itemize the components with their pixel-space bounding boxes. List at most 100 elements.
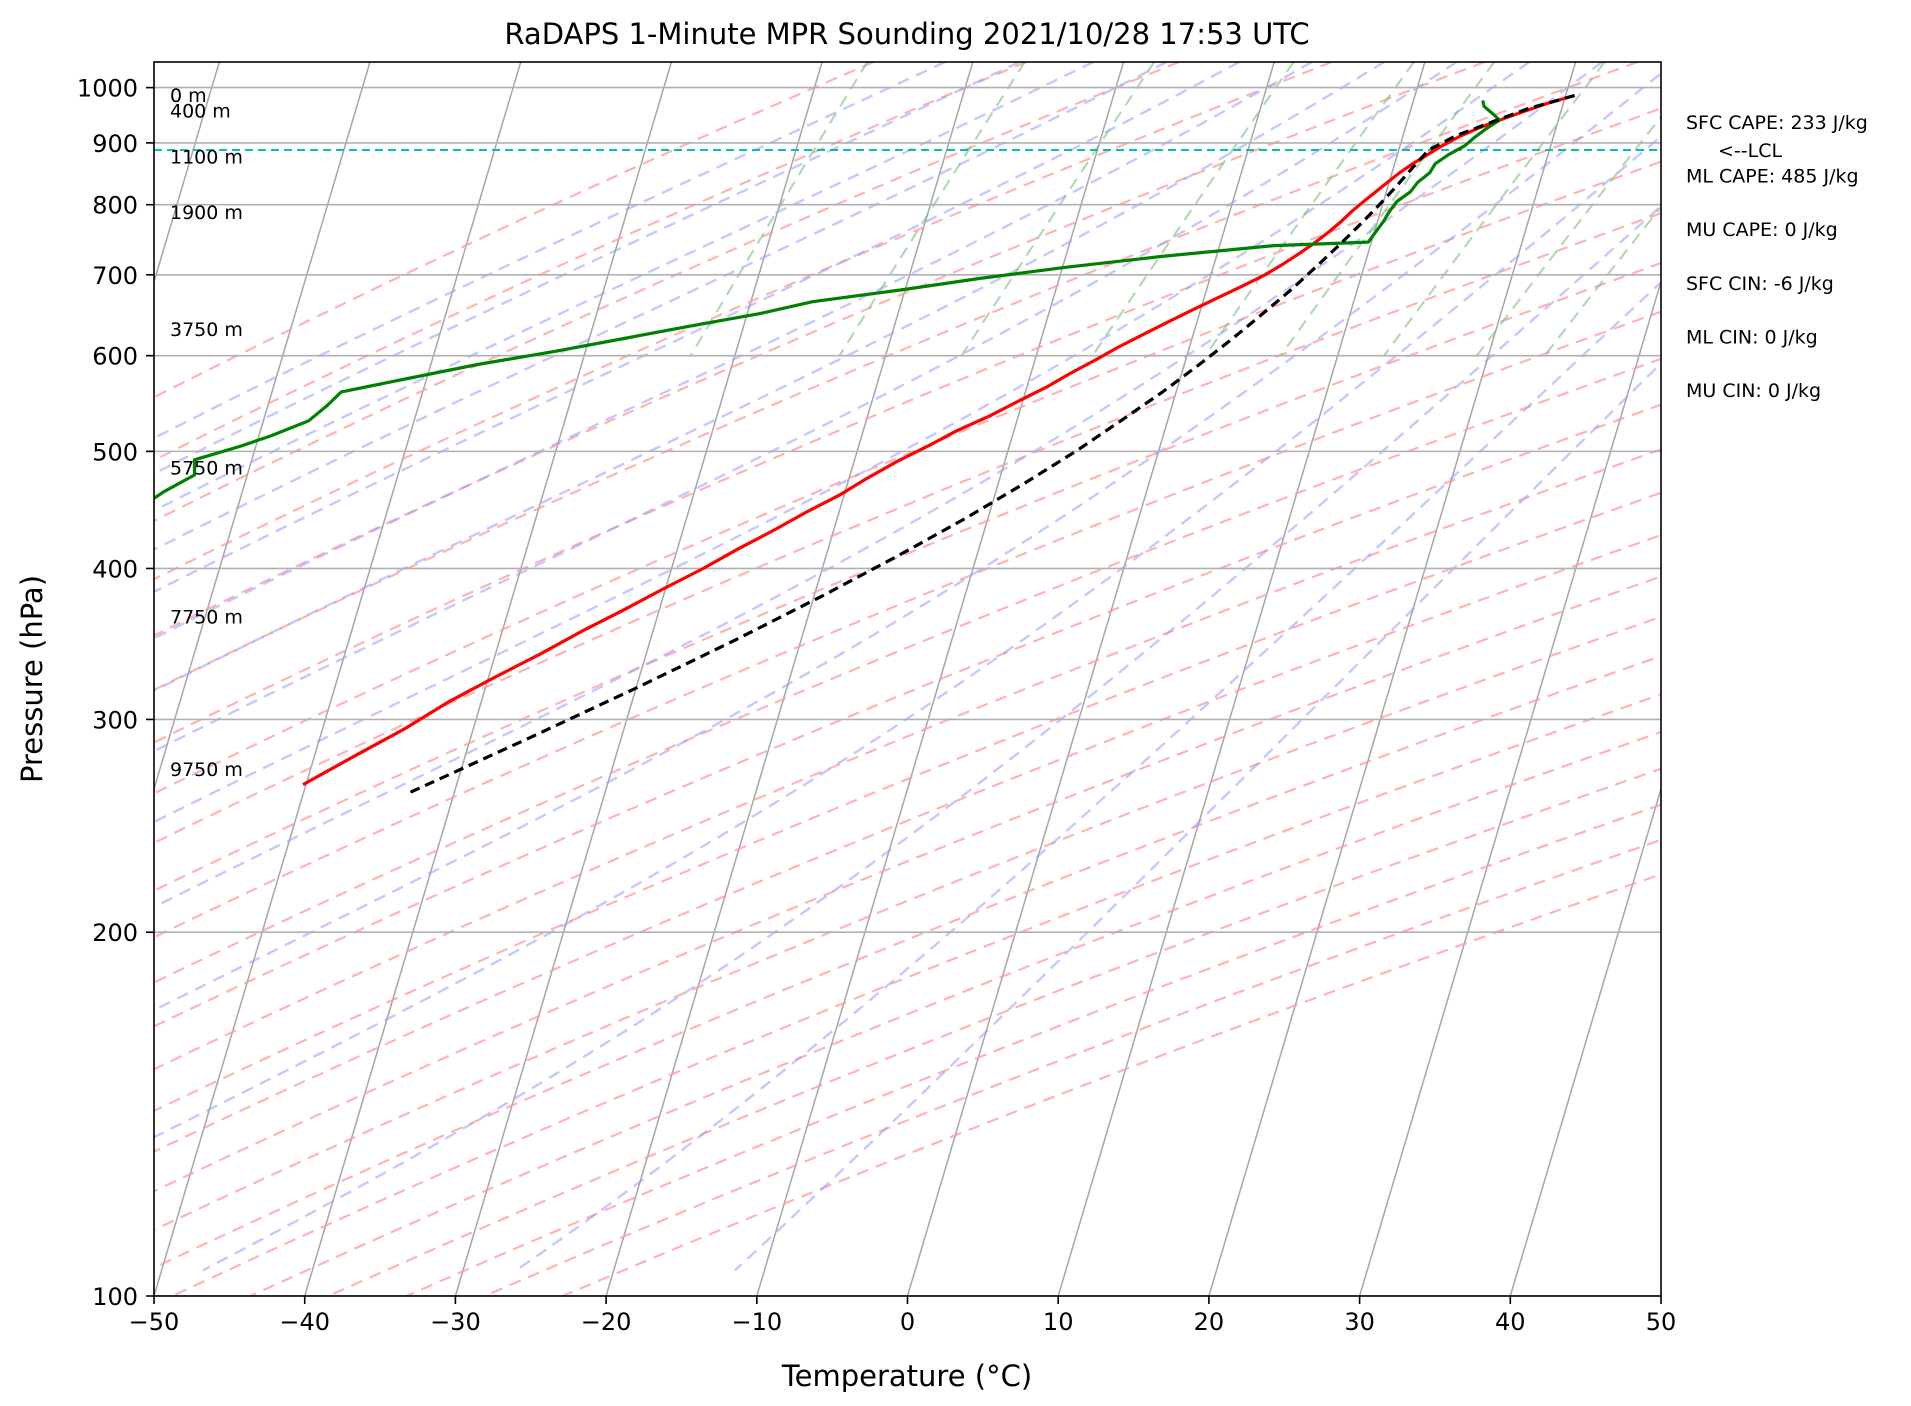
dry-adiabat-line [154, 62, 874, 399]
moist-adiabat-line [154, 62, 1530, 824]
isotherm-line [756, 62, 1125, 1296]
dry-adiabat-line [327, 767, 1661, 1296]
y-tick-label: 900 [92, 130, 138, 158]
isotherm-line [1812, 62, 1911, 1296]
height-label: 0 m [170, 85, 207, 107]
moist-adiabat-line [154, 62, 946, 440]
x-tick-label: −40 [279, 1308, 330, 1336]
index-text: ML CAPE: 485 J/kg [1686, 166, 1859, 188]
isotherm-line [154, 62, 522, 1296]
dewpoint-profile-line [154, 100, 1502, 501]
mixing-ratio-line [1091, 62, 1295, 357]
plot-frame [153, 61, 1662, 1297]
height-label: 9750 m [170, 759, 243, 781]
y-tick-label: 100 [92, 1283, 138, 1311]
moist-adiabat-line [154, 71, 1661, 1012]
background-lines [154, 62, 1911, 1296]
dry-adiabat-line [154, 654, 1661, 1269]
mixing-ratio-line [1204, 62, 1415, 357]
index-text: MU CIN: 0 J/kg [1686, 380, 1821, 402]
y-ticks: 100 200 300 400 500 600 700 800 900 1000 [77, 75, 154, 1311]
dry-adiabat-line [154, 62, 1333, 581]
profile-lines [154, 93, 1576, 796]
x-axis-label: Temperature (°C) [781, 1359, 1032, 1393]
moist-adiabat-line [515, 280, 1661, 1272]
x-tick-label: 0 [900, 1308, 915, 1336]
y-tick-label: 600 [92, 343, 138, 371]
y-tick-label: 500 [92, 438, 138, 466]
y-tick-label: 800 [92, 192, 138, 220]
y-tick-label: 1000 [77, 75, 138, 103]
y-axis-label: Pressure (hPa) [15, 575, 49, 783]
dry-adiabat-line [154, 448, 1661, 1071]
moist-adiabat-line [202, 204, 1661, 1272]
moist-adiabat-line [154, 62, 1168, 551]
isotherm-line [1057, 62, 1426, 1296]
y-tick-label: 200 [92, 919, 138, 947]
indices-panel: SFC CAPE: 233 J/kg ML CAPE: 485 J/kg MU CA… [1686, 112, 1868, 402]
x-tick-label: 30 [1344, 1308, 1375, 1336]
isotherm-line [1358, 279, 1661, 1296]
isotherm-line [1208, 62, 1577, 1296]
isotherm-line [154, 62, 221, 285]
dry-adiabat-line [154, 211, 1661, 845]
x-ticks: −50 −40 −30 −20 −10 0 10 20 30 40 50 [129, 1296, 1676, 1336]
x-tick-label: −50 [129, 1308, 180, 1336]
x-tick-label: −20 [581, 1308, 632, 1336]
isotherm-line [303, 62, 673, 1296]
x-tick-label: −10 [731, 1308, 782, 1336]
mixing-ratio-line [838, 62, 1026, 357]
y-tick-label: 300 [92, 706, 138, 734]
dry-adiabat-line [154, 160, 1661, 795]
mixing-ratio-line [1279, 62, 1496, 357]
height-label: 3750 m [170, 319, 243, 341]
dry-adiabat-line [154, 62, 1638, 692]
dry-adiabat-line [483, 838, 1661, 1296]
isotherm-line [454, 62, 823, 1296]
isotherm-line [154, 62, 371, 792]
dry-adiabat-line [154, 107, 1661, 744]
y-tick-label: 700 [92, 262, 138, 290]
index-text: SFC CIN: -6 J/kg [1686, 273, 1834, 295]
y-tick-label: 400 [92, 555, 138, 583]
height-label: 7750 m [170, 607, 243, 629]
isotherm-line [1509, 786, 1661, 1296]
dry-adiabat-line [171, 693, 1661, 1296]
moist-adiabat-line [154, 134, 1661, 1139]
plot-area [154, 62, 1911, 1296]
x-tick-label: 40 [1495, 1308, 1526, 1336]
isotherm-line [1660, 1293, 1661, 1296]
dry-adiabat-line [154, 575, 1661, 1193]
isobar-gridlines [154, 86, 1661, 1296]
index-text: ML CIN: 0 J/kg [1686, 326, 1818, 348]
moist-adiabat-line [734, 361, 1661, 1272]
moist-adiabat-line [154, 62, 1021, 475]
mixing-ratio-line [1475, 115, 1661, 357]
moist-adiabat-line [154, 62, 1313, 640]
moist-adiabat-line [154, 62, 1458, 753]
moist-adiabat-line [154, 62, 1240, 594]
height-label: 400 m [170, 101, 231, 123]
dry-adiabat-line [154, 533, 1661, 1153]
index-text: SFC CAPE: 233 J/kg [1686, 112, 1868, 134]
mixing-ratio-line [1383, 62, 1606, 357]
isotherm-line [605, 62, 974, 1296]
dry-adiabat-line [249, 730, 1661, 1296]
height-label: 1900 m [170, 202, 243, 224]
x-tick-label: −30 [430, 1308, 481, 1336]
temperature-profile-line [302, 93, 1576, 786]
height-label: 5750 m [170, 457, 243, 479]
lcl-label: <--LCL [1718, 140, 1782, 162]
moist-adiabat-line [154, 62, 1603, 909]
mixing-ratio-line [689, 62, 869, 357]
x-tick-label: 10 [1043, 1308, 1074, 1336]
chart-title: RaDAPS 1-Minute MPR Sounding 2021/10/28 … [504, 17, 1309, 51]
isotherm-line [906, 62, 1275, 1296]
height-label: 1100 m [170, 146, 243, 168]
dry-adiabat-line [562, 873, 1661, 1296]
parcel-profile-line [404, 93, 1576, 796]
mixing-ratio-line [960, 62, 1156, 357]
dry-adiabat-line [154, 310, 1661, 939]
